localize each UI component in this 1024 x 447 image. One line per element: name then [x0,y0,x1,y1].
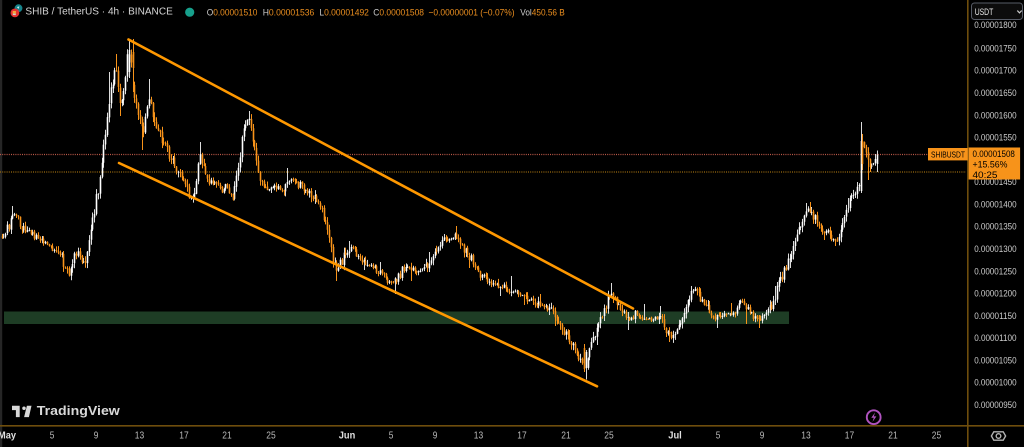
svg-text:0.00001150: 0.00001150 [974,310,1016,321]
svg-text:0.00001650: 0.00001650 [974,87,1016,98]
svg-text:0.00001350: 0.00001350 [974,221,1016,232]
svg-text:0.00001200: 0.00001200 [974,288,1016,299]
svg-text:9: 9 [94,430,99,441]
svg-text:25: 25 [266,430,276,441]
svg-text:0.00001250: 0.00001250 [974,265,1016,276]
svg-text:0.00001400: 0.00001400 [974,198,1016,209]
svg-text:+15.56%: +15.56% [973,158,1008,169]
svg-text:25: 25 [932,430,942,441]
svg-text:17: 17 [517,430,527,441]
svg-text:21: 21 [561,430,571,441]
svg-text:0.00001100: 0.00001100 [974,332,1016,343]
svg-text:−0.00000001 (−0.07%): −0.00000001 (−0.07%) [429,6,515,17]
svg-text:40:25: 40:25 [973,169,998,180]
svg-text:0.00001750: 0.00001750 [974,42,1016,53]
svg-text:13: 13 [474,430,484,441]
svg-text:Jun: Jun [339,430,356,441]
svg-text:5: 5 [716,430,721,441]
svg-text:25: 25 [604,430,614,441]
svg-text:C0.00001508: C0.00001508 [373,6,424,17]
svg-text:May: May [0,430,16,441]
svg-text:O0.00001510: O0.00001510 [207,6,258,17]
svg-text:17: 17 [845,430,855,441]
svg-text:USDT: USDT [975,7,994,18]
svg-text:0.00001800: 0.00001800 [974,19,1016,30]
svg-text:13: 13 [135,430,145,441]
svg-text:0.00001550: 0.00001550 [974,132,1016,143]
svg-text:17: 17 [179,430,189,441]
svg-text:0.00000950: 0.00000950 [974,399,1016,410]
svg-text:0.00001700: 0.00001700 [974,65,1016,76]
svg-text:0.00001508: 0.00001508 [973,148,1015,159]
svg-text:13: 13 [801,430,811,441]
svg-text:0.00001450: 0.00001450 [974,176,1016,187]
svg-text:TradingView: TradingView [37,404,120,418]
svg-text:9: 9 [760,430,765,441]
svg-text:5: 5 [50,430,55,441]
svg-text:L0.00001492: L0.00001492 [319,6,369,17]
svg-text:H0.00001536: H0.00001536 [263,6,315,17]
svg-text:Jul: Jul [668,430,682,441]
svg-text:5: 5 [389,430,394,441]
svg-text:21: 21 [222,430,232,441]
svg-text:SHIBUSDT: SHIBUSDT [931,149,966,159]
svg-text:0.00001300: 0.00001300 [974,243,1016,254]
svg-text:Vol450.56 B: Vol450.56 B [520,6,565,17]
svg-text:0.00001050: 0.00001050 [974,354,1016,365]
svg-text:0.00001000: 0.00001000 [974,377,1016,388]
svg-text:21: 21 [888,430,898,441]
svg-text:9: 9 [433,430,438,441]
svg-text:SHIB / TetherUS · 4h · BINANCE: SHIB / TetherUS · 4h · BINANCE [25,7,173,18]
svg-text:0.00001600: 0.00001600 [974,109,1016,120]
